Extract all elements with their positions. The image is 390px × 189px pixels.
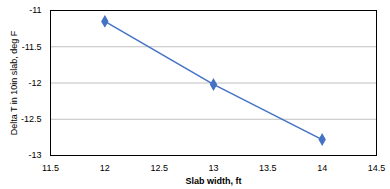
svg-text:14: 14 [317, 163, 327, 173]
svg-text:-12.5: -12.5 [21, 114, 42, 124]
svg-text:Slab width, ft: Slab width, ft [186, 176, 242, 186]
svg-text:-11: -11 [29, 5, 41, 15]
svg-text:-11.5: -11.5 [22, 42, 42, 52]
svg-text:12.5: 12.5 [150, 163, 168, 173]
svg-text:14.5: 14.5 [368, 163, 386, 173]
svg-text:12: 12 [100, 163, 110, 173]
svg-text:Delta T in 10in slab, deg F: Delta T in 10in slab, deg F [9, 30, 19, 135]
svg-text:-12: -12 [28, 78, 41, 88]
svg-text:-13: -13 [28, 150, 41, 160]
svg-text:13.5: 13.5 [259, 163, 277, 173]
svg-text:11.5: 11.5 [42, 163, 59, 173]
svg-text:13: 13 [208, 163, 218, 173]
